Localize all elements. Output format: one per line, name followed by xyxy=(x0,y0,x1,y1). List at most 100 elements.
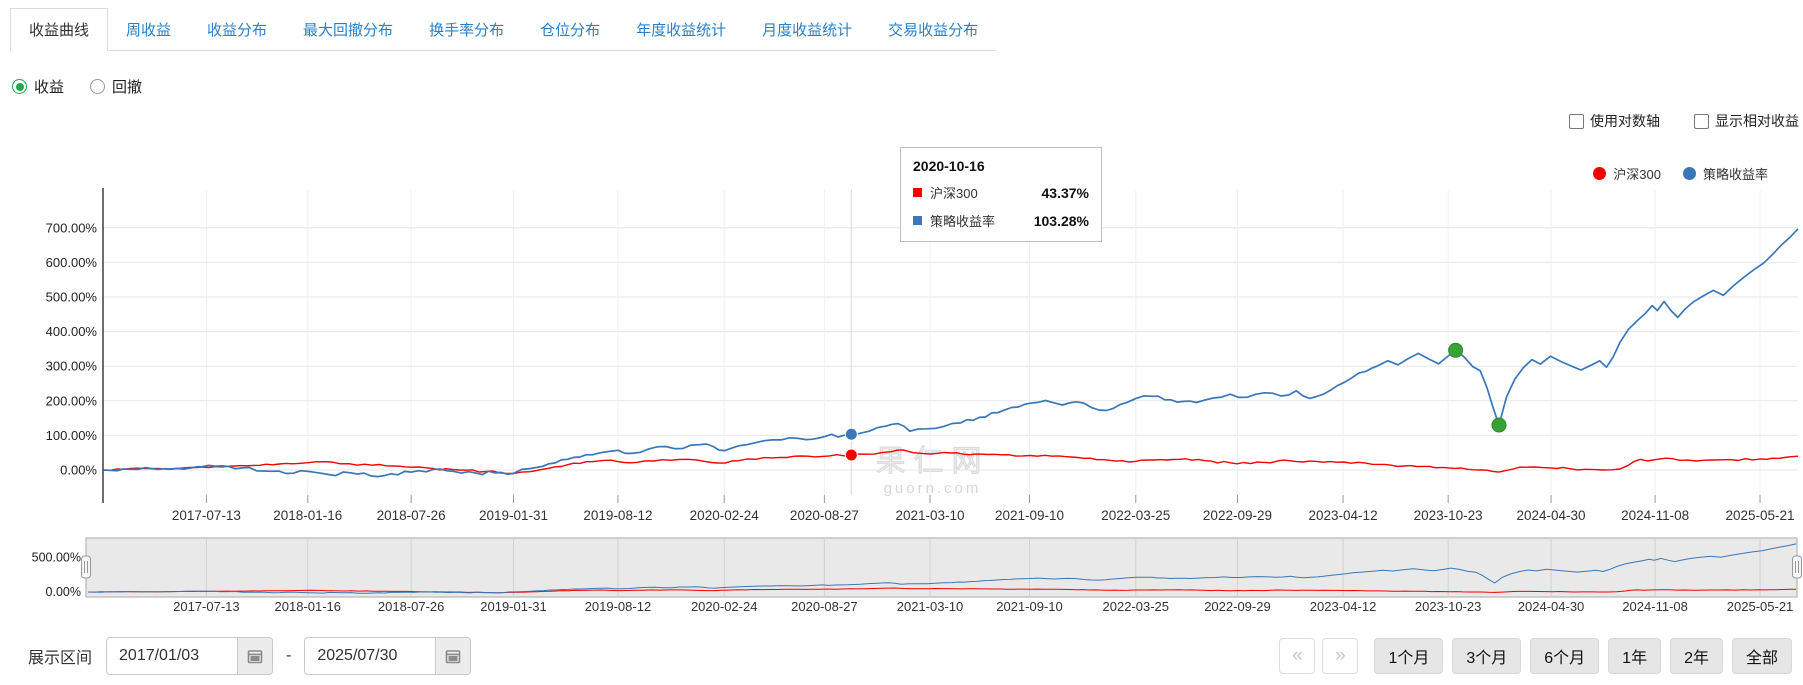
end-date-calendar-button[interactable] xyxy=(435,638,471,674)
chart-tooltip: 2020-10-16 沪深300 43.37% 策略收益率 103.28% xyxy=(900,147,1102,242)
range-button-1month[interactable]: 1个月 xyxy=(1374,638,1444,674)
x-axis-date-label: 2023-10-23 xyxy=(1414,508,1483,523)
x-axis-date-label: 2020-08-27 xyxy=(790,508,859,523)
watermark: 果仁网 guorn.com xyxy=(845,446,1020,497)
navigator-handle-right xyxy=(1792,555,1802,579)
legend-strategy[interactable]: 策略收益率 xyxy=(1682,164,1768,183)
y-axis-label: 0.00% xyxy=(60,463,97,478)
x-axis-date-label: 2022-03-25 xyxy=(1101,508,1170,523)
tab-monthly-returns-stats[interactable]: 月度收益统计 xyxy=(762,22,853,39)
tab-position-distribution[interactable]: 仓位分布 xyxy=(540,22,601,39)
x-axis-date-label: 2024-11-08 xyxy=(1621,508,1689,523)
y-axis-label: 400.00% xyxy=(46,324,98,339)
navigator-date-label: 2019-08-12 xyxy=(585,599,652,614)
legend-csi300-label: 沪深300 xyxy=(1613,167,1661,182)
tab-bar: 收益曲线 周收益 收益分布 最大回撤分布 换手率分布 仓位分布 年度收益统计 月… xyxy=(10,8,997,51)
pan-left-button[interactable]: « xyxy=(1279,638,1316,674)
radio-drawdown-icon[interactable] xyxy=(90,79,106,94)
x-axis-date-label: 2021-09-10 xyxy=(995,508,1064,523)
tab-weekly-returns[interactable]: 周收益 xyxy=(126,22,172,39)
range-button-3months[interactable]: 3个月 xyxy=(1452,638,1522,674)
navigator-date-label: 2018-07-26 xyxy=(378,599,445,614)
calendar-icon xyxy=(247,650,263,664)
tab-annual-returns-stats[interactable]: 年度收益统计 xyxy=(636,22,727,39)
y-axis-label: 200.00% xyxy=(46,393,98,408)
tab-turnover-distribution[interactable]: 换手率分布 xyxy=(429,22,505,39)
y-axis-label: 600.00% xyxy=(46,255,98,270)
navigator-date-label: 2021-09-10 xyxy=(996,599,1063,614)
navigator-date-label: 2021-03-10 xyxy=(897,599,964,614)
start-date-input[interactable]: 2017/01/03 xyxy=(106,637,274,675)
range-button-2years[interactable]: 2年 xyxy=(1670,638,1723,674)
navigator-date-label: 2024-04-30 xyxy=(1518,599,1585,614)
x-axis-date-label: 2021-03-10 xyxy=(895,508,964,523)
range-button-1year[interactable]: 1年 xyxy=(1608,638,1662,674)
x-axis-date-label: 2019-08-12 xyxy=(583,508,652,523)
start-date-calendar-button[interactable] xyxy=(237,638,273,674)
log-axis-label: 使用对数轴 xyxy=(1590,113,1660,129)
log-axis-option[interactable]: 使用对数轴 xyxy=(1569,111,1660,131)
tooltip-csi300-square-icon xyxy=(913,188,922,197)
end-date-value[interactable]: 2025/07/30 xyxy=(317,647,398,664)
navigator-date-label: 2022-09-29 xyxy=(1204,599,1271,614)
tab-returns-distribution[interactable]: 收益分布 xyxy=(207,22,268,39)
navigator-y-label: 500.00% xyxy=(32,551,81,565)
radio-returns-icon[interactable] xyxy=(12,79,27,94)
event-marker-green-2 xyxy=(1491,417,1507,433)
event-marker-green-1 xyxy=(1448,342,1464,358)
double-chevron-right-icon: » xyxy=(1335,645,1346,666)
navigator-date-label: 2017-07-13 xyxy=(173,599,240,614)
tab-trade-returns-distribution[interactable]: 交易收益分布 xyxy=(888,22,979,39)
tooltip-date: 2020-10-16 xyxy=(913,158,985,174)
tooltip-strategy-value: 103.28% xyxy=(1033,212,1089,229)
range-button-6months[interactable]: 6个月 xyxy=(1530,638,1600,674)
radio-drawdown[interactable]: 回撤 xyxy=(90,76,142,97)
tab-returns-curve[interactable]: 收益曲线 xyxy=(10,8,109,51)
navigator-y-label: 0.00% xyxy=(46,585,81,599)
relative-returns-option[interactable]: 显示相对收益 xyxy=(1694,111,1799,131)
x-axis-date-label: 2025-05-21 xyxy=(1726,508,1795,523)
tooltip-strategy-square-icon xyxy=(913,216,922,225)
range-button-all[interactable]: 全部 xyxy=(1731,638,1792,674)
x-axis-date-label: 2023-04-12 xyxy=(1309,508,1378,523)
strategy-dot-icon xyxy=(1682,167,1696,180)
end-date-input[interactable]: 2025/07/30 xyxy=(304,637,472,675)
y-axis-label: 300.00% xyxy=(46,359,98,374)
series-line-csi300 xyxy=(102,449,1799,475)
y-axis-label: 100.00% xyxy=(46,428,98,443)
navigator-date-label: 2020-08-27 xyxy=(791,599,858,614)
log-axis-checkbox[interactable] xyxy=(1569,113,1584,129)
x-axis-date-label: 2019-01-31 xyxy=(479,508,548,523)
start-date-value[interactable]: 2017/01/03 xyxy=(119,647,200,664)
tooltip-csi300-value: 43.37% xyxy=(1041,184,1089,201)
relative-returns-checkbox[interactable] xyxy=(1694,113,1709,129)
hover-marker-strategy xyxy=(844,427,858,441)
navigator-date-label: 2019-01-31 xyxy=(480,599,547,614)
x-axis-date-label: 2022-09-29 xyxy=(1203,508,1272,523)
relative-returns-label: 显示相对收益 xyxy=(1715,113,1799,129)
axis-options: 使用对数轴 显示相对收益 xyxy=(1569,111,1799,131)
radio-drawdown-label: 回撤 xyxy=(112,79,143,96)
navigator-series-strategy xyxy=(87,543,1797,594)
tooltip-csi300-label: 沪深300 xyxy=(930,186,978,201)
chart-legend: 沪深300 策略收益率 xyxy=(1593,164,1768,183)
radio-returns[interactable]: 收益 xyxy=(12,76,64,97)
y-axis-label: 700.00% xyxy=(46,220,98,235)
legend-csi300[interactable]: 沪深300 xyxy=(1593,164,1661,183)
navigator-series-csi300 xyxy=(87,587,1797,594)
tooltip-strategy-label: 策略收益率 xyxy=(930,214,996,229)
pan-right-button[interactable]: » xyxy=(1322,638,1359,674)
bottom-bar: 展示区间 2017/01/03 - 2025/07/30 « » 1个月 3个月… xyxy=(28,637,1792,675)
tab-max-drawdown-distribution[interactable]: 最大回撤分布 xyxy=(303,22,394,39)
series-line-strategy xyxy=(102,228,1799,478)
csi300-dot-icon xyxy=(1593,167,1607,180)
x-axis-date-label: 2018-01-16 xyxy=(273,508,342,523)
navigator-date-label: 2020-02-24 xyxy=(691,599,758,614)
range-separator: - xyxy=(286,647,292,664)
tooltip-row-strategy: 策略收益率 103.28% xyxy=(913,211,1089,230)
tooltip-row-csi300: 沪深300 43.37% xyxy=(913,183,1089,202)
watermark-subtitle: guorn.com xyxy=(883,480,982,497)
x-axis-date-label: 2017-07-13 xyxy=(172,508,241,523)
